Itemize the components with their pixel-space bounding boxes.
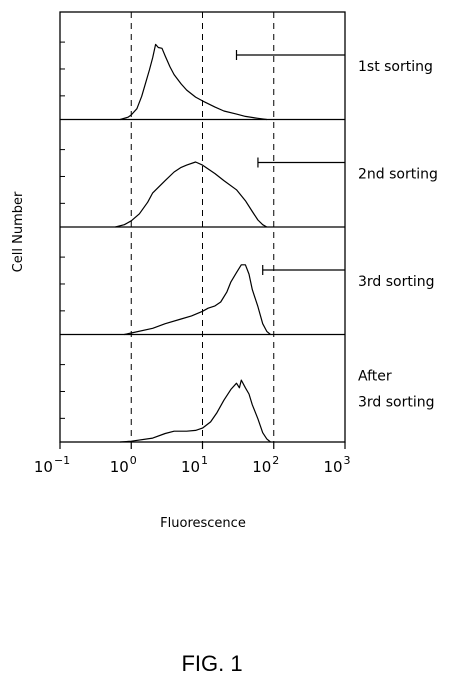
panel-label: After xyxy=(358,368,392,384)
histogram-panels: 1st sorting 2nd sorting 3rd sorting After 3r… xyxy=(60,41,438,443)
x-axis-ticks: 10−1 100 101 102 103 xyxy=(34,442,351,476)
histogram-panel: After 3rd sorting xyxy=(60,333,435,443)
histogram-panel: 3rd sorting xyxy=(60,226,435,336)
x-tick-label: 10−1 xyxy=(34,454,70,476)
x-tick-label: 102 xyxy=(252,454,279,476)
panel-label: 3rd sorting xyxy=(358,394,435,410)
panel-label: 1st sorting xyxy=(358,59,433,75)
histogram-panel: 1st sorting xyxy=(60,41,433,121)
x-tick-label: 100 xyxy=(110,454,137,476)
x-axis-label: Fluorescence xyxy=(160,516,246,531)
histogram-curve xyxy=(115,161,268,228)
histogram-curve xyxy=(124,264,271,336)
panel-label: 2nd sorting xyxy=(358,166,438,182)
x-tick-label: 101 xyxy=(181,454,208,476)
histogram-curve xyxy=(120,379,271,443)
histogram-curve xyxy=(120,43,267,121)
panel-label: 3rd sorting xyxy=(358,274,435,290)
figure-caption: FIG. 1 xyxy=(181,651,242,676)
x-tick-label: 103 xyxy=(323,454,350,476)
histogram-panel: 2nd sorting xyxy=(60,118,438,228)
y-axis-label: Cell Number xyxy=(11,191,26,272)
